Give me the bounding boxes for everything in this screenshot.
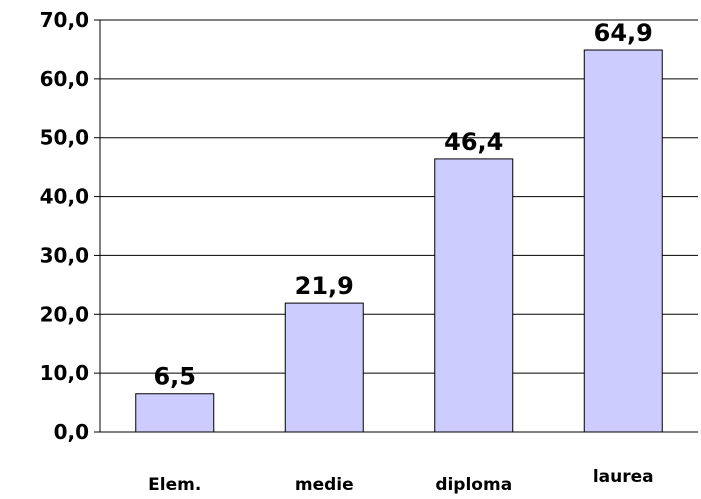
y-tick-label: 70,0 bbox=[40, 8, 89, 32]
data-label: 21,9 bbox=[295, 272, 354, 300]
y-tick-label: 50,0 bbox=[40, 126, 89, 150]
y-tick-label: 40,0 bbox=[40, 185, 89, 209]
bar-medie bbox=[284, 302, 364, 433]
y-axis-ticks: 0,0 10,0 20,0 30,0 40,0 50,0 60,0 70,0 bbox=[40, 8, 100, 444]
bar-diploma bbox=[434, 158, 514, 433]
x-axis-labels: Elem. medie diploma laurea bbox=[148, 467, 653, 495]
data-labels: 6,5 21,9 46,4 64,9 bbox=[153, 19, 652, 391]
y-tick-label: 60,0 bbox=[40, 67, 89, 91]
y-tick-label: 30,0 bbox=[40, 243, 89, 267]
data-label: 6,5 bbox=[153, 363, 196, 391]
bar-elem bbox=[135, 393, 215, 433]
y-tick-label: 20,0 bbox=[40, 302, 89, 326]
x-category-label: medie bbox=[295, 475, 354, 495]
y-tick-label: 0,0 bbox=[54, 420, 89, 444]
bar-laurea bbox=[583, 49, 663, 433]
bars bbox=[135, 49, 663, 433]
x-category-label: laurea bbox=[593, 467, 654, 487]
y-tick-label: 10,0 bbox=[40, 361, 89, 385]
x-category-label: diploma bbox=[435, 475, 512, 495]
data-label: 64,9 bbox=[594, 19, 653, 47]
gridlines bbox=[100, 19, 698, 433]
x-category-label: Elem. bbox=[148, 475, 201, 495]
data-label: 46,4 bbox=[444, 128, 503, 156]
